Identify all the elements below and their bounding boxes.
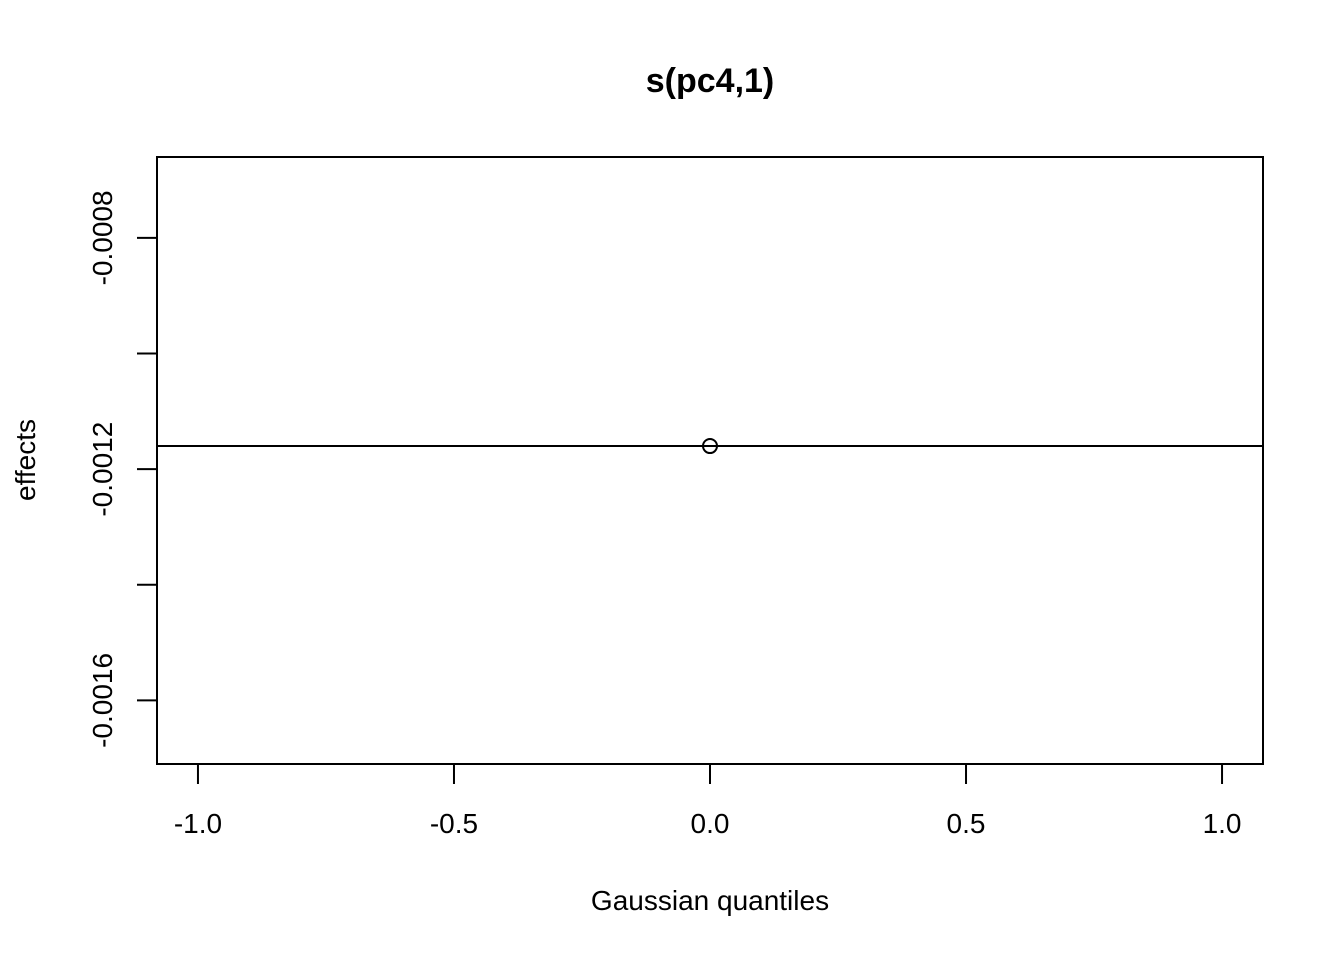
x-axis-label: Gaussian quantiles xyxy=(591,885,829,916)
y-axis: -0.0016 -0.0012 -0.0008 xyxy=(87,190,158,748)
plot-area xyxy=(157,438,1263,455)
x-tick-label: 1.0 xyxy=(1203,808,1242,839)
plot-frame xyxy=(156,156,1264,765)
x-tick-label: -1.0 xyxy=(174,808,222,839)
y-axis-label: effects xyxy=(10,419,41,501)
chart-title: s(pc4,1) xyxy=(646,62,775,100)
x-tick-label: 0.5 xyxy=(947,808,986,839)
y-tick-label: -0.0012 xyxy=(87,422,118,517)
y-tick-label: -0.0008 xyxy=(87,190,118,285)
y-tick-label: -0.0016 xyxy=(87,653,118,748)
data-point xyxy=(702,438,718,455)
x-tick-label: 0.0 xyxy=(691,808,730,839)
x-tick-label: -0.5 xyxy=(430,808,478,839)
x-axis: -1.0 -0.5 0.0 0.5 1.0 xyxy=(174,763,1242,839)
